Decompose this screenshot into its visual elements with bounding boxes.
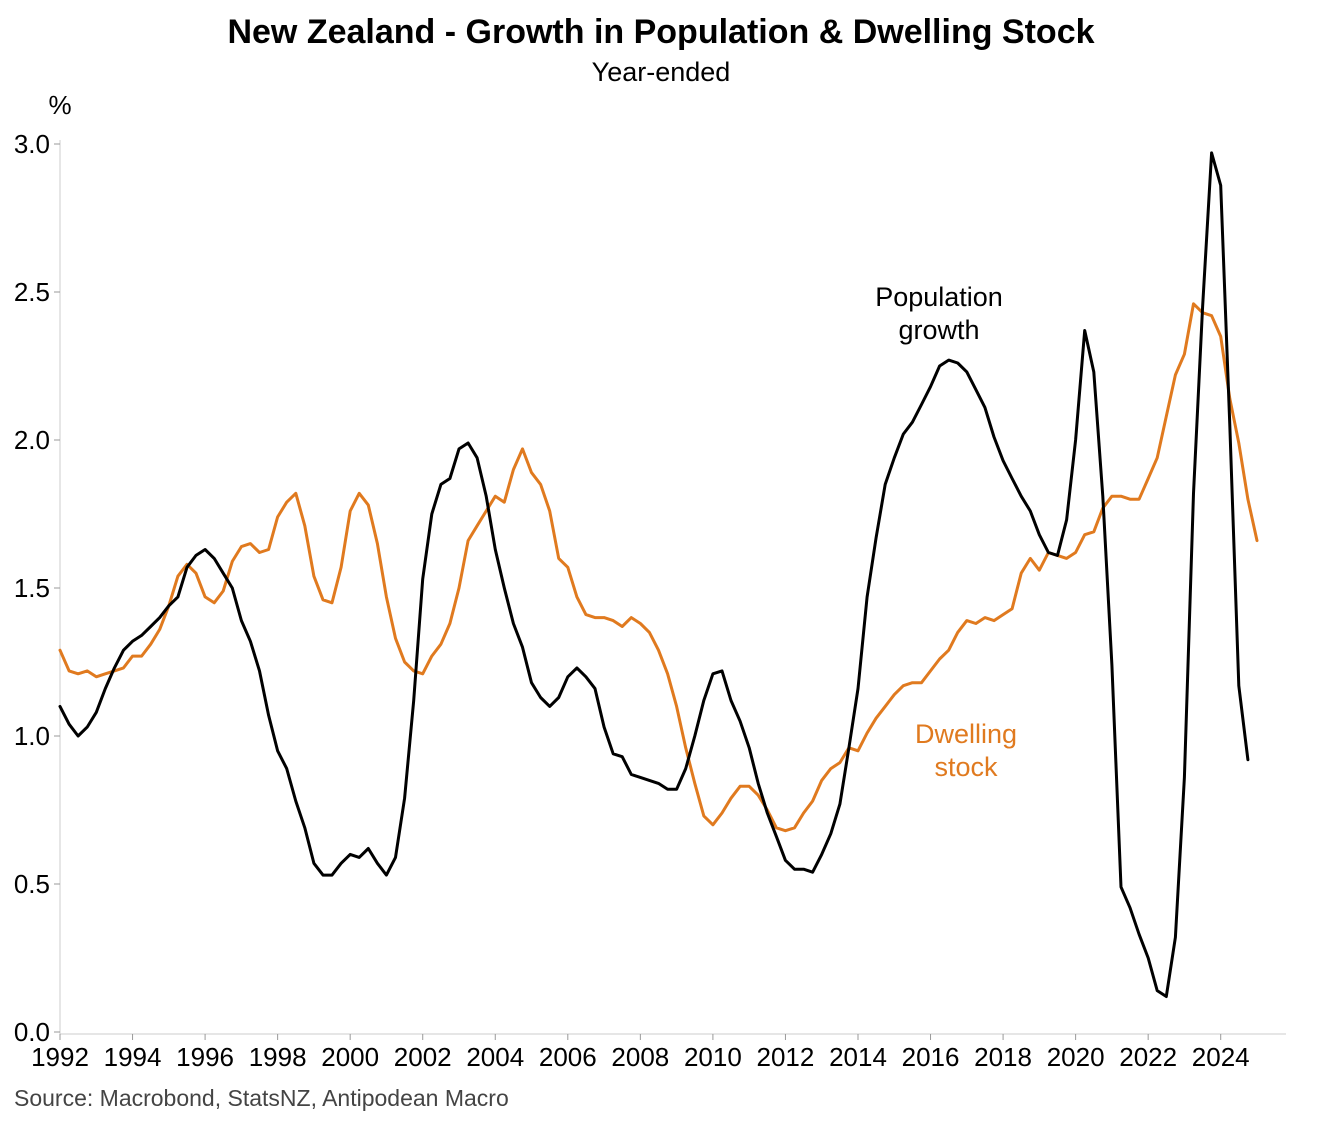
dwelling-stock-annotation: Dwelling <box>915 719 1017 749</box>
plot-area <box>58 151 1259 998</box>
y-tick-label: 3.0 <box>14 129 50 159</box>
x-tick-label: 1992 <box>31 1042 89 1072</box>
y-tick-label: 2.0 <box>14 425 50 455</box>
x-tick-label: 2018 <box>974 1042 1032 1072</box>
chart-subtitle: Year-ended <box>592 57 731 87</box>
y-axis-unit-label: % <box>48 90 71 120</box>
y-tick-label: 0.0 <box>14 1017 50 1047</box>
dwelling-stock-annotation: stock <box>934 752 998 782</box>
x-tick-label: 1998 <box>249 1042 307 1072</box>
population-growth-annotation: growth <box>898 315 979 345</box>
x-tick-label: 2004 <box>466 1042 524 1072</box>
y-tick-label: 1.5 <box>14 573 50 603</box>
x-tick-label: 2006 <box>539 1042 597 1072</box>
x-tick-label: 2016 <box>902 1042 960 1072</box>
population-growth-annotation: Population <box>875 282 1003 312</box>
x-tick-label: 2008 <box>611 1042 669 1072</box>
x-axis-ticks: 1992 1994 1996 1998 2000 2002 2004 2006 2008 2010… <box>31 1034 1250 1072</box>
x-tick-label: 1994 <box>104 1042 162 1072</box>
x-tick-label: 2000 <box>321 1042 379 1072</box>
x-tick-label: 2010 <box>684 1042 742 1072</box>
x-tick-label: 2020 <box>1047 1042 1105 1072</box>
y-axis-ticks: 0.0 0.5 1.0 1.5 2.0 2.5 3.0 <box>14 129 60 1047</box>
x-tick-label: 2024 <box>1192 1042 1250 1072</box>
y-tick-label: 2.5 <box>14 277 50 307</box>
dwelling-stock-line <box>58 302 1259 833</box>
y-tick-label: 0.5 <box>14 869 50 899</box>
x-tick-label: 1996 <box>176 1042 234 1072</box>
x-tick-label: 2012 <box>757 1042 815 1072</box>
x-tick-label: 2002 <box>394 1042 452 1072</box>
population-growth-line <box>58 151 1250 998</box>
source-note: Source: Macrobond, StatsNZ, Antipodean M… <box>14 1085 509 1111</box>
x-tick-label: 2014 <box>829 1042 887 1072</box>
y-tick-label: 1.0 <box>14 721 50 751</box>
x-tick-label: 2022 <box>1119 1042 1177 1072</box>
chart-title: New Zealand - Growth in Population & Dwe… <box>227 13 1094 51</box>
